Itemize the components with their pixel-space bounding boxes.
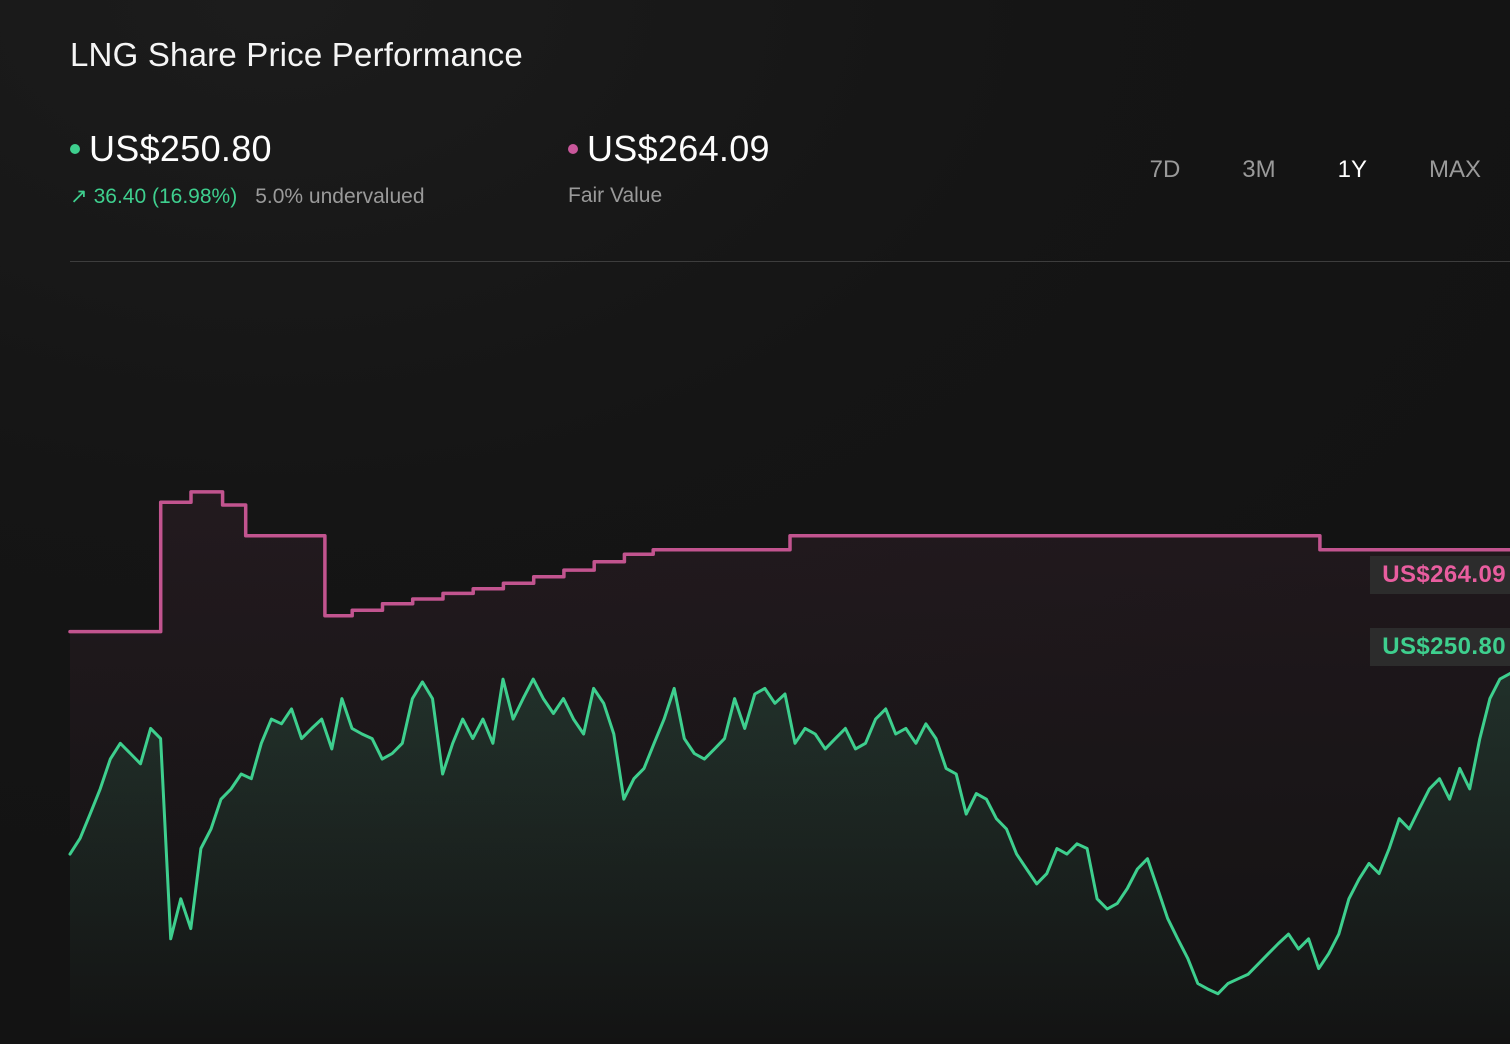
fair-value-label: Fair Value bbox=[568, 184, 663, 207]
up-arrow-icon: ↗ bbox=[70, 185, 88, 208]
range-3m-button[interactable]: 3M bbox=[1240, 152, 1277, 188]
fair-value-dot-icon bbox=[568, 144, 578, 154]
header-divider bbox=[70, 261, 1510, 262]
fair-value-value: US$264.09 bbox=[587, 128, 770, 169]
range-selector: 7D 3M 1Y MAX bbox=[1148, 152, 1483, 188]
range-7d-button[interactable]: 7D bbox=[1148, 152, 1183, 188]
current-price-block: US$250.80 ↗ 36.40 (16.98%) 5.0% underval… bbox=[70, 128, 425, 209]
price-chart[interactable] bbox=[0, 262, 1510, 1044]
share-price-area bbox=[70, 673, 1510, 1044]
fair-value-badge: US$264.09 bbox=[1370, 556, 1510, 594]
current-price-dot-icon bbox=[70, 144, 80, 154]
fair-value-line bbox=[68, 490, 1510, 634]
range-max-button[interactable]: MAX bbox=[1427, 152, 1483, 188]
price-change-value: 36.40 (16.98%) bbox=[93, 185, 238, 208]
range-1y-button[interactable]: 1Y bbox=[1336, 152, 1369, 188]
current-price-value: US$250.80 bbox=[89, 128, 272, 169]
undervalued-note: 5.0% undervalued bbox=[255, 185, 425, 208]
current-price-badge: US$250.80 bbox=[1370, 628, 1510, 666]
fair-value-block: US$264.09 Fair Value bbox=[568, 128, 770, 208]
page-title: LNG Share Price Performance bbox=[70, 36, 523, 73]
share-price-line bbox=[68, 672, 1510, 996]
price-change: ↗ 36.40 (16.98%) bbox=[70, 184, 237, 209]
